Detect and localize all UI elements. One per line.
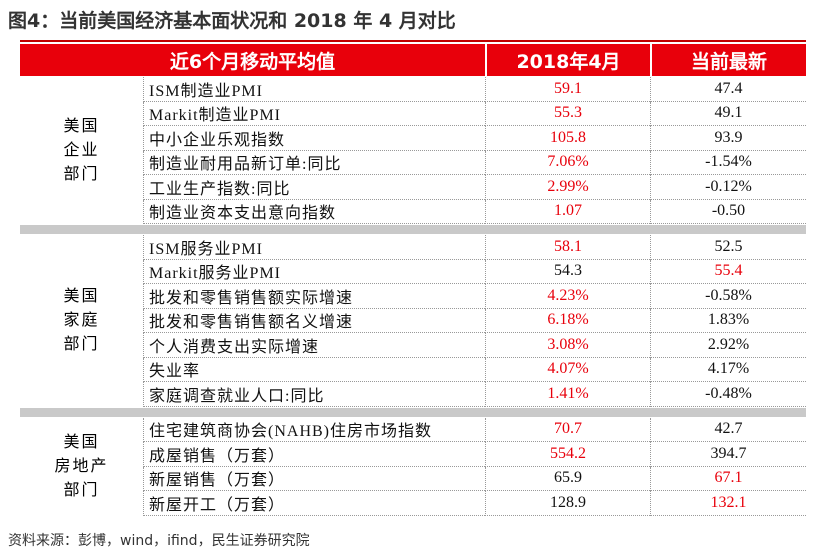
group-label: 美国 家庭 部门 (20, 235, 143, 407)
group-label-line: 房地产 (54, 457, 109, 475)
value-cell: -0.58% (650, 284, 806, 309)
value-cell: 3.08% (485, 333, 650, 358)
value-cell: 55.3 (485, 101, 650, 126)
value-cell: 554.2 (485, 442, 650, 467)
row-name: 家庭调查就业人口:同比 (143, 382, 485, 407)
group-label-line: 家庭 (63, 311, 100, 329)
value-cell: 7.06% (485, 150, 650, 175)
header-cell: 当前最新 (652, 44, 806, 76)
value-cell: 49.1 (650, 101, 806, 126)
value-cell: 70.7 (485, 417, 650, 442)
value-cell: 47.4 (650, 77, 806, 102)
row-name: 失业率 (143, 357, 485, 382)
section-separator (20, 225, 806, 234)
value-cell: 65.9 (485, 466, 650, 491)
header-cell: 2018年4月 (487, 44, 650, 76)
value-cell: 67.1 (650, 466, 806, 491)
value-cell: 52.5 (650, 235, 806, 260)
value-cell: 93.9 (650, 126, 806, 151)
row-name: ISM服务业PMI (143, 235, 485, 260)
title: 图4：当前美国经济基本面状况和 2018 年 4 月对比 (8, 10, 456, 32)
group-label-line: 美国 (63, 287, 100, 305)
row-name: 批发和零售销售额实际增速 (143, 284, 485, 309)
row-name: 新屋销售（万套） (143, 466, 485, 491)
row-name: 中小企业乐观指数 (143, 126, 485, 151)
value-cell: 59.1 (485, 77, 650, 102)
row-name: 工业生产指数:同比 (143, 175, 485, 200)
group-label-line: 部门 (63, 165, 100, 183)
value-cell: 1.07 (485, 199, 650, 224)
value-cell: 2.99% (485, 175, 650, 200)
value-cell: 2.92% (650, 333, 806, 358)
value-cell: 105.8 (485, 126, 650, 151)
value-cell: -1.54% (650, 150, 806, 175)
value-cell: -0.12% (650, 175, 806, 200)
value-cell: 58.1 (485, 235, 650, 260)
row-name: Markit服务业PMI (143, 259, 485, 284)
row-name: 制造业资本支出意向指数 (143, 199, 485, 224)
source-note: 资料来源：彭博，wind，ifind，民生证券研究院 (8, 533, 310, 549)
header-cell: 近6个月移动平均值 (20, 44, 485, 76)
row-name: 批发和零售销售额名义增速 (143, 308, 485, 333)
group-label-line: 美国 (63, 433, 100, 451)
group-label-line: 部门 (63, 481, 100, 499)
value-cell: 42.7 (650, 417, 806, 442)
row-name: Markit制造业PMI (143, 101, 485, 126)
value-cell: 55.4 (650, 259, 806, 284)
value-cell: 128.9 (485, 491, 650, 516)
value-cell: -0.48% (650, 382, 806, 407)
value-cell: 4.07% (485, 357, 650, 382)
value-cell: 54.3 (485, 259, 650, 284)
value-cell: 1.41% (485, 382, 650, 407)
value-cell: 394.7 (650, 442, 806, 467)
value-cell: 1.83% (650, 308, 806, 333)
value-cell: 6.18% (485, 308, 650, 333)
group-label: 美国 企业 部门 (20, 77, 143, 224)
row-name: 住宅建筑商协会(NAHB)住房市场指数 (143, 417, 485, 442)
section-separator (20, 407, 806, 417)
group-label-line: 美国 (63, 117, 100, 135)
row-name: 成屋销售（万套） (143, 442, 485, 467)
value-cell: 132.1 (650, 491, 806, 516)
title-rule (20, 40, 806, 42)
row-name: ISM制造业PMI (143, 77, 485, 102)
group-label-line: 企业 (63, 141, 100, 159)
value-cell: -0.50 (650, 199, 806, 224)
row-name: 新屋开工（万套） (143, 491, 485, 516)
row-name: 制造业耐用品新订单:同比 (143, 150, 485, 175)
group-label-line: 部门 (63, 335, 100, 353)
value-cell: 4.23% (485, 284, 650, 309)
row-name: 个人消费支出实际增速 (143, 333, 485, 358)
group-label: 美国 房地产 部门 (20, 418, 143, 516)
value-cell: 4.17% (650, 357, 806, 382)
